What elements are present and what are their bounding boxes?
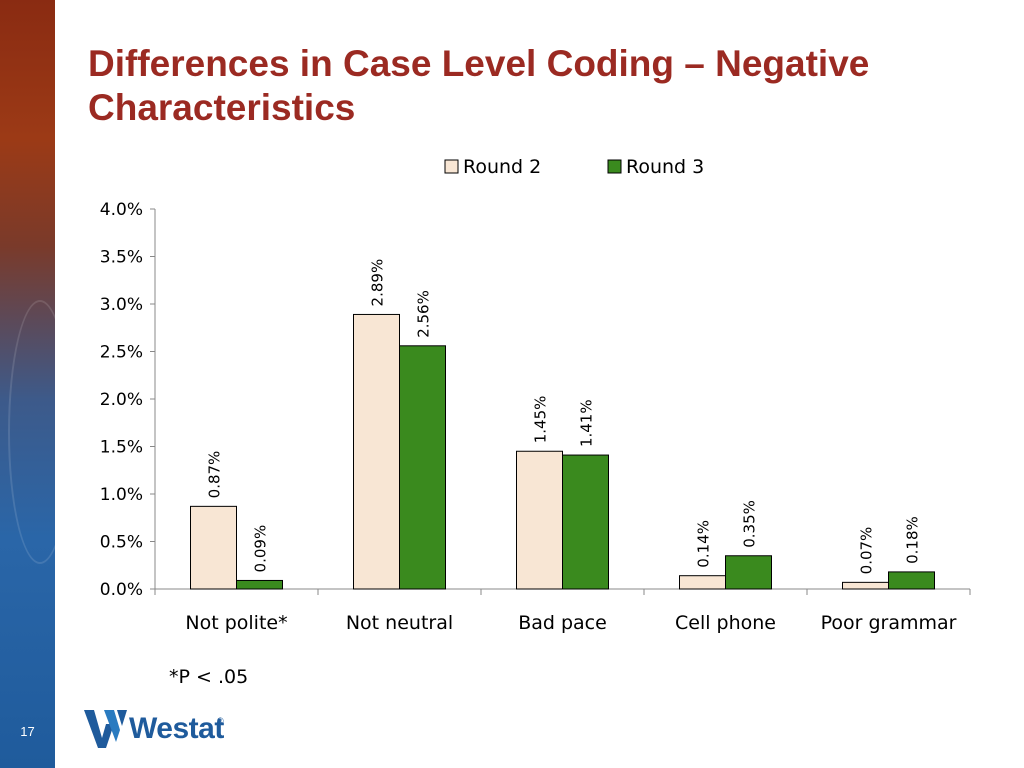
westat-logo: Westat ®	[84, 708, 244, 750]
data-label: 0.87%	[206, 451, 224, 499]
y-tick-label: 3.0%	[100, 295, 143, 315]
data-label: 1.41%	[578, 399, 596, 447]
data-label: 0.35%	[741, 500, 759, 548]
westat-w-icon	[84, 710, 127, 748]
legend-label: Round 3	[626, 156, 704, 178]
x-tick-label: Not neutral	[346, 612, 453, 634]
bar	[236, 579, 283, 590]
data-label: 0.18%	[904, 516, 922, 564]
x-tick-label: Bad pace	[518, 612, 607, 634]
y-tick-label: 0.5%	[100, 533, 143, 553]
legend-label: Round 2	[463, 156, 541, 178]
bar	[562, 454, 609, 590]
footnote: *P < .05	[169, 666, 249, 688]
bar	[190, 505, 237, 590]
bar	[842, 581, 889, 590]
y-tick-label: 1.5%	[100, 438, 143, 458]
logo-registered-mark: ®	[217, 716, 224, 726]
data-label: 0.09%	[252, 525, 270, 573]
y-tick-label: 4.0%	[100, 200, 143, 220]
legend-swatch	[607, 159, 622, 174]
x-tick-label: Not polite*	[185, 612, 287, 634]
bar	[679, 575, 726, 590]
data-label: 1.45%	[532, 396, 550, 444]
left-decorative-bar	[0, 0, 72, 768]
y-tick-label: 2.5%	[100, 343, 143, 363]
data-label: 0.14%	[695, 520, 713, 568]
x-tick-label: Cell phone	[675, 612, 776, 634]
data-label: 2.89%	[369, 259, 387, 307]
slide-number: 17	[20, 724, 35, 739]
logo-text: Westat	[129, 712, 224, 745]
y-tick-label: 3.5%	[100, 248, 143, 268]
x-tick-label: Poor grammar	[821, 612, 957, 634]
legend-swatch	[444, 159, 459, 174]
bar	[725, 555, 772, 590]
y-tick-label: 2.0%	[100, 390, 143, 410]
slide-title: Differences in Case Level Coding – Negat…	[88, 43, 870, 128]
bar-chart: 0.0% 0.5% 1.0% 1.5% 2.0% 2.5% 3.0% 3.5% 4.0% Not …	[100, 156, 971, 634]
data-label: 0.07%	[858, 527, 876, 575]
bar	[516, 450, 563, 590]
bar	[888, 571, 935, 590]
y-tick-label: 0.0%	[100, 580, 143, 600]
bar	[399, 345, 446, 590]
y-tick-label: 1.0%	[100, 485, 143, 505]
decorative-swirl	[8, 300, 72, 564]
data-label: 2.56%	[415, 290, 433, 338]
bar	[353, 313, 400, 590]
